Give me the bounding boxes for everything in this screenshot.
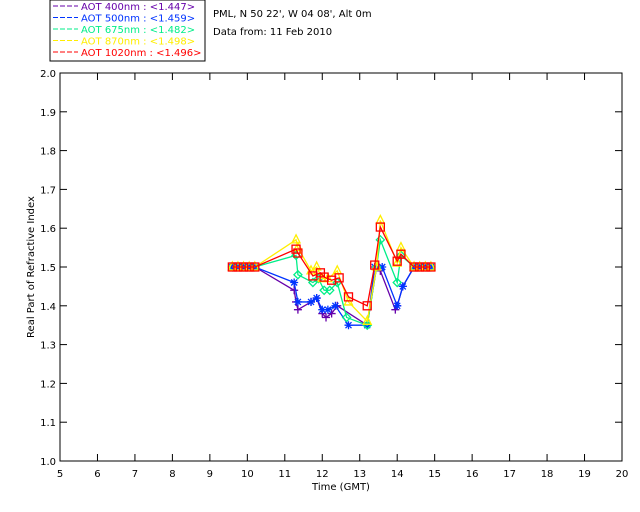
x-tick-label: 5 [57, 469, 63, 480]
x-tick-label: 19 [578, 469, 591, 480]
y-tick-label: 1.0 [40, 457, 56, 468]
x-tick-label: 14 [391, 469, 404, 480]
y-axis-label: Real Part of Refractive Index [26, 196, 37, 338]
data-point [312, 294, 321, 303]
y-tick-label: 1.5 [40, 263, 56, 274]
data-point [370, 260, 380, 270]
y-tick-label: 1.2 [40, 379, 56, 390]
data-point [250, 262, 260, 272]
data-point [396, 249, 406, 259]
data-point [415, 262, 425, 272]
legend: AOT 400nm : <1.447>AOT 500nm : <1.459>AO… [49, 0, 206, 62]
data-point [331, 301, 340, 310]
data-point [378, 263, 387, 271]
data-point [293, 248, 303, 258]
data-point [392, 256, 403, 267]
y-tick-label: 1.6 [40, 224, 56, 235]
data-point [362, 314, 373, 325]
site-label: PML, N 50 22', W 04 08', Alt 0m [213, 9, 372, 20]
data-point [341, 312, 352, 323]
data-point [290, 233, 302, 244]
y-tick-label: 1.9 [40, 108, 56, 119]
y-tick-label: 2.0 [40, 69, 56, 80]
plot-frame [59, 72, 623, 462]
x-tick-label: 10 [241, 469, 254, 480]
data-point [290, 286, 299, 295]
data-point [293, 305, 302, 314]
data-point [426, 262, 436, 272]
x-tick-label: 8 [169, 469, 175, 480]
legend-entry: AOT 500nm : <1.459> [81, 14, 195, 25]
x-tick-label: 13 [353, 469, 366, 480]
data-point [420, 262, 430, 272]
data-point [344, 321, 353, 330]
x-tick-label: 9 [207, 469, 213, 480]
data-point [398, 282, 407, 291]
data-point [409, 262, 419, 272]
data-point [327, 309, 336, 318]
data-point [393, 301, 402, 310]
data-point [324, 285, 335, 296]
y-tick-label: 1.8 [40, 147, 56, 158]
data-point [233, 262, 243, 272]
x-tick-label: 7 [132, 469, 138, 480]
data-point [343, 292, 354, 302]
data-point [290, 278, 299, 287]
x-tick-label: 16 [466, 469, 479, 480]
data-point [292, 269, 303, 280]
x-tick-label: 12 [316, 469, 329, 480]
data-point [375, 222, 385, 232]
legend-entry: AOT 870nm : <1.498> [81, 37, 195, 48]
series-layer [227, 213, 436, 331]
x-tick-label: 6 [94, 469, 100, 480]
series-aot-1020nm [227, 222, 436, 311]
data-point [238, 262, 249, 272]
data-point [293, 297, 302, 306]
data-point [307, 277, 318, 288]
y-tick-label: 1.7 [40, 185, 56, 196]
x-tick-label: 18 [541, 469, 554, 480]
x-tick-label: 17 [503, 469, 516, 480]
x-tick-label: 11 [278, 469, 291, 480]
data-point [362, 301, 372, 311]
y-tick-label: 1.4 [40, 302, 56, 313]
x-tick-label: 20 [616, 469, 629, 480]
legend-entry: AOT 1020nm : <1.496> [81, 48, 201, 59]
data-point [244, 262, 254, 272]
data-point [323, 305, 332, 314]
data-point [334, 273, 344, 283]
data-point [322, 313, 331, 322]
x-axis-label: Time (GMT) [311, 482, 370, 493]
y-tick-label: 1.1 [40, 418, 56, 429]
legend-entry: AOT 675nm : <1.482> [81, 25, 195, 36]
series-aot-400nm [228, 263, 435, 330]
data-point [227, 262, 237, 272]
data-point [307, 297, 316, 306]
date-label: Data from: 11 Feb 2010 [213, 27, 332, 38]
x-tick-label: 15 [428, 469, 441, 480]
data-point [318, 305, 327, 314]
axis-ticks: 5 6 7 8 9 10 11 12 13 14 15 16 17 18 19 20 1.0 1.1 1.2 1.3 1… [40, 69, 628, 480]
legend-box [49, 0, 206, 62]
y-tick-label: 1.3 [40, 341, 56, 352]
legend-entry: AOT 400nm : <1.447> [81, 2, 195, 13]
data-point [392, 277, 403, 288]
data-point [375, 234, 386, 245]
series-aot-500nm [228, 263, 435, 330]
